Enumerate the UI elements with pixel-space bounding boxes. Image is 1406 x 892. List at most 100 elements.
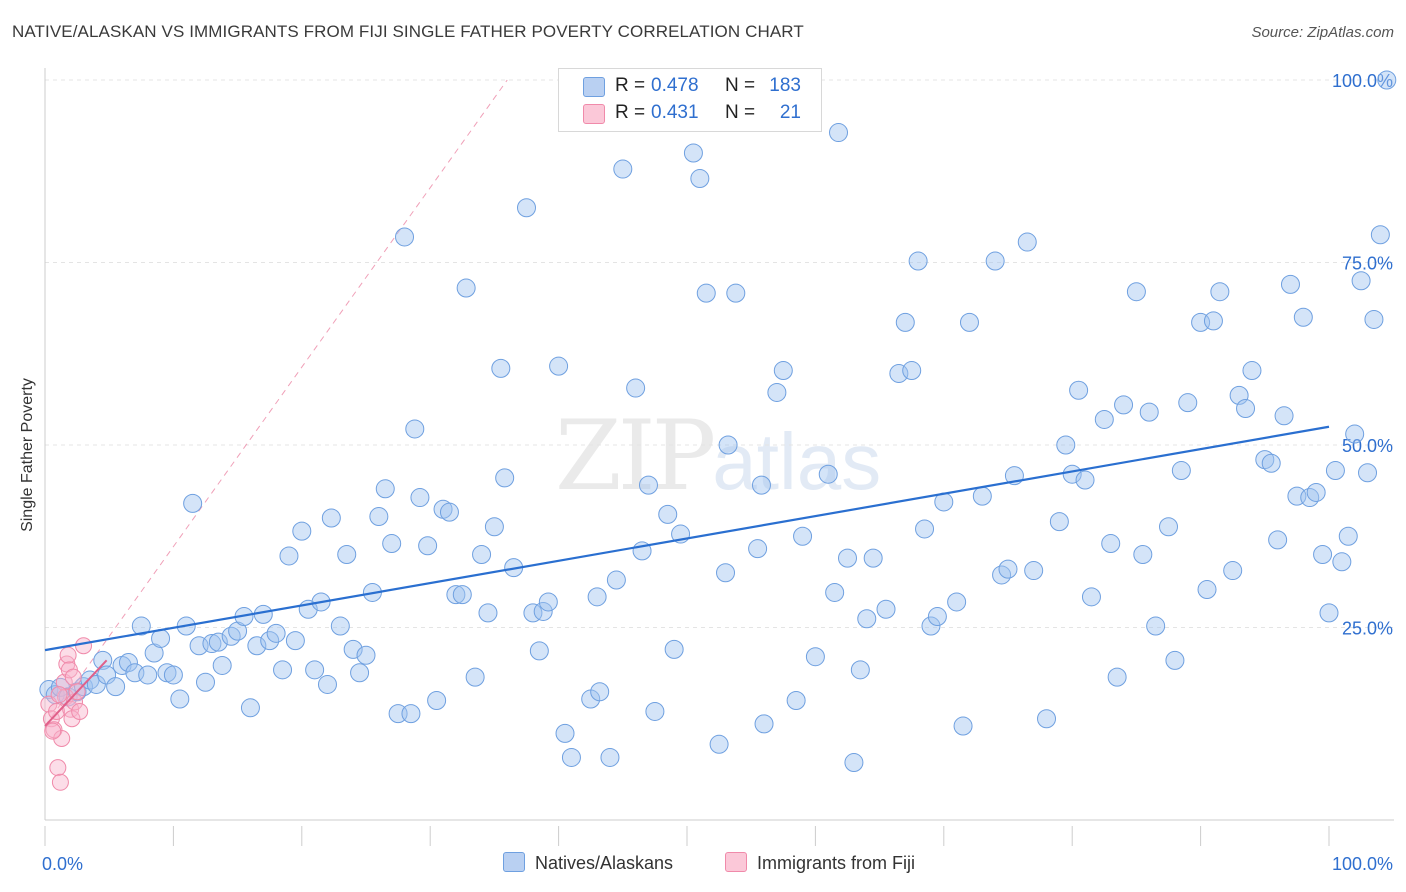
natives-point — [927, 607, 947, 627]
natives-point — [495, 468, 515, 488]
natives-point — [196, 672, 215, 692]
natives-point — [773, 361, 793, 381]
natives-point — [600, 747, 620, 767]
natives-point — [1139, 402, 1159, 422]
natives-point — [606, 570, 626, 590]
bottom-legend-fiji: Immigrants from Fiji — [725, 852, 915, 874]
natives-point — [1319, 603, 1339, 623]
natives-point — [118, 653, 138, 673]
natives-point — [456, 278, 476, 298]
bottom-legend-label-fiji: Immigrants from Fiji — [757, 853, 916, 873]
natives-point — [1364, 309, 1384, 329]
legend-r-value-fiji: 0.431 — [651, 102, 699, 123]
natives-point — [767, 382, 787, 402]
fiji-point — [53, 729, 71, 747]
natives-point — [1178, 393, 1198, 413]
natives-point — [754, 714, 774, 734]
natives-point — [1255, 450, 1275, 470]
natives-point — [375, 479, 395, 499]
fiji-point — [64, 668, 82, 686]
natives-point — [533, 601, 553, 621]
natives-point — [343, 639, 363, 659]
natives-point — [212, 655, 232, 675]
natives-point — [1069, 380, 1089, 400]
fiji-trend-line — [44, 659, 108, 727]
natives-point — [356, 645, 376, 665]
natives-point — [382, 534, 402, 554]
natives-point — [1210, 282, 1230, 302]
natives-point — [1223, 561, 1243, 581]
natives-point — [418, 536, 438, 556]
natives-point — [1325, 461, 1345, 481]
natives-point — [538, 592, 558, 612]
natives-point — [240, 698, 260, 718]
natives-point — [590, 682, 610, 702]
natives-point — [39, 680, 59, 700]
natives-point — [208, 632, 228, 652]
natives-point — [863, 548, 883, 568]
natives-point — [517, 198, 536, 218]
natives-point — [266, 623, 286, 643]
natives-point — [805, 647, 825, 667]
natives-point — [1370, 225, 1390, 245]
natives-point — [850, 660, 870, 680]
chart-source: Source: ZipAtlas.com — [1251, 24, 1394, 41]
watermark-zip: ZIP — [555, 400, 716, 512]
natives-point — [1094, 409, 1114, 429]
natives-point — [317, 674, 337, 694]
chart-title: NATIVE/ALASKAN VS IMMIGRANTS FROM FIJI S… — [12, 22, 804, 41]
natives-point — [273, 660, 293, 680]
natives-point — [1261, 453, 1281, 473]
natives-point — [247, 636, 267, 656]
natives-point — [350, 663, 370, 683]
natives-point — [472, 545, 492, 564]
natives-point — [638, 475, 658, 495]
natives-point — [410, 488, 430, 508]
natives-point — [844, 753, 864, 773]
natives-point — [202, 634, 222, 654]
natives-point — [972, 486, 992, 506]
fiji-trend-extension — [44, 79, 508, 727]
natives-point — [709, 734, 729, 754]
natives-point — [1075, 470, 1095, 490]
natives-point — [1114, 395, 1134, 415]
legend-r-value-natives: 0.478 — [651, 75, 699, 96]
natives-point — [748, 539, 768, 559]
natives-point — [690, 169, 710, 189]
natives-trend-line — [44, 425, 1330, 652]
natives-point — [857, 609, 877, 629]
natives-point — [902, 361, 922, 381]
natives-point — [683, 143, 703, 163]
natives-point — [555, 723, 575, 743]
legend-r-label: R = — [615, 75, 646, 96]
natives-point — [1126, 282, 1146, 302]
natives-point — [170, 689, 190, 709]
natives-point — [183, 493, 203, 513]
natives-point — [718, 435, 738, 455]
fiji-point — [71, 702, 89, 720]
natives-point — [921, 616, 941, 636]
natives-point — [401, 704, 421, 724]
natives-point — [1268, 530, 1288, 550]
natives-point — [1146, 616, 1166, 636]
natives-point — [953, 716, 973, 736]
natives-point — [658, 504, 678, 524]
natives-point — [786, 691, 806, 710]
natives-point — [726, 283, 746, 303]
natives-point — [1056, 435, 1076, 455]
legend-n-label: N = — [725, 102, 756, 123]
natives-point — [106, 677, 126, 697]
natives-point — [1338, 526, 1358, 546]
natives-point — [321, 508, 341, 528]
natives-point — [1159, 517, 1178, 537]
natives-point — [86, 674, 106, 694]
natives-point — [1024, 561, 1044, 581]
natives-point — [959, 312, 979, 332]
natives-point — [1345, 424, 1365, 444]
natives-point — [279, 546, 299, 566]
x-tick-label: 0.0% — [42, 854, 83, 874]
legend-swatch-natives — [583, 77, 605, 97]
natives-point — [915, 519, 935, 539]
legend-n-value-fiji: 21 — [779, 102, 801, 123]
natives-point — [1049, 512, 1069, 532]
